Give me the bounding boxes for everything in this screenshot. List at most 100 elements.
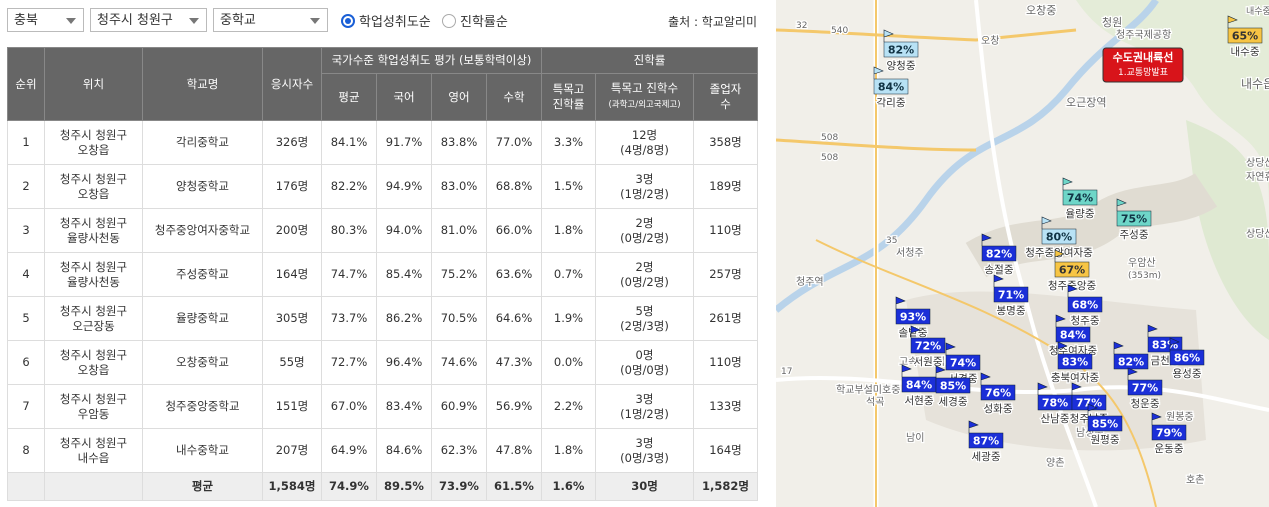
row: 6 청주시 청원구 오창읍 오창중학교 55명 72.7% 96.4% 74.6% 47.3%… — [7, 340, 758, 385]
cell: 83.4% — [376, 384, 432, 429]
marker-box — [981, 245, 1017, 262]
header: 특목고 진학률 — [541, 73, 596, 121]
cell: 1.5% — [541, 164, 596, 209]
marker-flag — [883, 29, 894, 42]
cell: 1.9% — [541, 296, 596, 341]
marker-pct: 75% — [1121, 213, 1147, 226]
cell: 47.8% — [486, 428, 542, 473]
header: 순위 — [7, 47, 45, 121]
place-label: 32 — [796, 21, 807, 31]
cell: 3명 (1명/2명) — [595, 384, 694, 429]
marker-box — [1151, 424, 1187, 441]
radio-dot[interactable] — [442, 13, 456, 28]
marker-box — [1113, 353, 1149, 370]
radio-dot[interactable] — [341, 13, 355, 28]
row: 8 청주시 청원구 내수읍 내수중학교 207명 64.9% 84.6% 62.3% 47.8… — [7, 428, 758, 473]
footer-label: 평균 — [142, 472, 263, 501]
marker-name: 율량중 — [1066, 208, 1095, 220]
notice[interactable]: 수도권내륙선 1.교통망발표 — [1102, 47, 1184, 83]
marker-flag — [910, 325, 921, 338]
cell: 207명 — [262, 428, 322, 473]
cell: 86.2% — [376, 296, 432, 341]
header: 영어 — [431, 73, 487, 121]
header-text: 특목고 진학수 — [610, 81, 679, 95]
cell: 5명 (2명/3명) — [595, 296, 694, 341]
cell: 110명 — [693, 340, 758, 385]
notice-box[interactable] — [1102, 47, 1184, 83]
marker-pct: 82% — [1118, 356, 1144, 369]
cell: 내수중학교 — [142, 428, 263, 473]
cell: 청주시 청원구 율량사천동 — [44, 252, 143, 297]
cell: 85.4% — [376, 252, 432, 297]
marker-pct: 67% — [1059, 264, 1085, 277]
cell: 326명 — [262, 120, 322, 165]
marker-box — [1067, 296, 1103, 313]
place-label: 양촌 — [1046, 457, 1064, 469]
marker-pct: 76% — [985, 387, 1011, 400]
cell: 율량중학교 — [142, 296, 263, 341]
cell: 189명 — [693, 164, 758, 209]
cell: 청주시 청원구 율량사천동 — [44, 208, 143, 253]
marker-box — [1169, 349, 1205, 366]
radio-label[interactable]: 진학률순 — [460, 15, 508, 30]
header: 특목고 진학수 (과학고/외고국제고) — [595, 73, 694, 121]
cell: 2 — [7, 164, 45, 209]
marker-box — [968, 432, 1004, 449]
marker-box — [1041, 228, 1077, 245]
level-select[interactable]: 중학교 — [213, 8, 328, 32]
marker-pct: 79% — [1156, 427, 1182, 440]
cell: 200명 — [262, 208, 322, 253]
marker-flag — [993, 274, 1004, 287]
road — [815, 239, 1157, 507]
header: 국어 — [376, 73, 432, 121]
notice-sub[interactable]: 1.교통망발표 — [1118, 67, 1168, 78]
markers: 82%양청중84%각리중65%내수중74%율량중75%주성중80%청주중앙여자중… — [873, 15, 1263, 464]
header-note: (과학고/외고국제고) — [608, 100, 681, 110]
region-select[interactable]: 충북 — [7, 8, 84, 32]
sort-radio[interactable]: 진학률순 — [442, 11, 508, 30]
marker-pct: 80% — [1046, 231, 1072, 244]
marker-pct: 82% — [888, 44, 914, 57]
sort-radio[interactable]: 학업성취도순 — [341, 11, 431, 30]
cell: 261명 — [693, 296, 758, 341]
place-label: 508 — [821, 153, 838, 163]
marker-name: 청운중 — [1131, 398, 1160, 410]
cell: 176명 — [262, 164, 322, 209]
row: 7 청주시 청원구 우암동 청주중앙중학교 151명 67.0% 83.4% 60.9% 56… — [7, 384, 758, 429]
marker-box — [935, 377, 971, 394]
cell: 305명 — [262, 296, 322, 341]
marker-pct: 71% — [998, 289, 1024, 302]
marker-box — [1087, 415, 1123, 432]
cell: 83.8% — [431, 120, 487, 165]
cell: 1.8% — [541, 428, 596, 473]
marker-box — [980, 384, 1016, 401]
marker-pct: 93% — [900, 311, 926, 324]
marker-flag — [1087, 403, 1098, 416]
radio-label[interactable]: 학업성취도순 — [359, 15, 431, 30]
district-select[interactable]: 청주시 청원구 — [90, 8, 207, 32]
marker-pct: 85% — [940, 380, 966, 393]
cell: 80.3% — [321, 208, 377, 253]
map[interactable]: 오창중청원청주국제공항오창오근장역내수중내수읍상당산성자연휴양림상당산성서청주청… — [776, 0, 1269, 507]
cell — [7, 472, 45, 501]
cell: 64.9% — [321, 428, 377, 473]
place-label: 원봉중 — [1166, 411, 1194, 423]
footer-cell: 30명 — [595, 472, 694, 501]
cell — [44, 472, 143, 501]
cell: 청주중앙여자중학교 — [142, 208, 263, 253]
cell: 6 — [7, 340, 45, 385]
marker-box — [1227, 27, 1263, 44]
cell: 74.7% — [321, 252, 377, 297]
notice-title[interactable]: 수도권내륙선 — [1113, 50, 1174, 64]
cell: 2명 (0명/2명) — [595, 252, 694, 297]
cell: 133명 — [693, 384, 758, 429]
place-label: 508 — [821, 133, 838, 143]
cell: 82.2% — [321, 164, 377, 209]
cell: 3명 (1명/2명) — [595, 164, 694, 209]
marker-box — [1116, 210, 1152, 227]
road — [776, 138, 977, 152]
header: 학교명 — [142, 47, 263, 121]
cell: 68.8% — [486, 164, 542, 209]
marker-flag — [1054, 249, 1065, 262]
cell: 257명 — [693, 252, 758, 297]
